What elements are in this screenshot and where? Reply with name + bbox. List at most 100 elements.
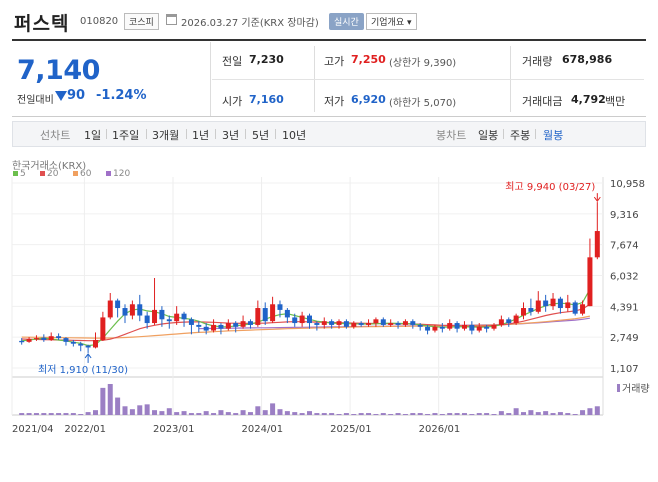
- candle-body: [277, 304, 283, 310]
- candle-body: [181, 313, 187, 320]
- candle-body: [56, 336, 62, 339]
- candle-body: [388, 323, 394, 325]
- tab-separator: [503, 129, 504, 139]
- candle-body: [225, 323, 231, 329]
- tab-period-5y[interactable]: 5년: [252, 129, 270, 142]
- x-tick-label: 2025/01: [330, 424, 372, 435]
- volume-bar: [358, 413, 364, 415]
- candle-body: [410, 321, 416, 325]
- volume-bar: [484, 413, 490, 415]
- x-tick-label: 2022/01: [64, 424, 106, 435]
- tab-period-1d[interactable]: 1일: [84, 129, 102, 142]
- x-tick-label: 2026/01: [419, 424, 461, 435]
- open-label: 시가: [222, 95, 243, 108]
- tab-period-3m[interactable]: 3개월: [152, 129, 180, 142]
- volume-bar: [270, 403, 276, 415]
- tab-period-10y[interactable]: 10년: [282, 129, 307, 142]
- volume-bar: [521, 412, 527, 415]
- high-annotation: 최고 9,940 (03/27): [505, 181, 595, 193]
- trade-value-unit: 백만: [605, 95, 626, 108]
- change-percent: -1.24%: [96, 88, 147, 103]
- volume-bar: [70, 413, 76, 415]
- volume-bar: [476, 413, 482, 415]
- tab-candle-chart[interactable]: 봉차트: [436, 129, 467, 142]
- candle-body: [188, 319, 194, 325]
- upper-limit: (상한가 9,390): [389, 58, 457, 69]
- volume-bar: [166, 408, 172, 415]
- candle-body: [498, 319, 504, 325]
- volume-bar: [240, 410, 246, 415]
- volume-bar: [410, 413, 416, 415]
- tab-period-3y[interactable]: 3년: [222, 129, 240, 142]
- candle-body: [506, 319, 512, 324]
- volume-bar: [336, 414, 342, 416]
- volume-bar: [115, 397, 121, 415]
- volume-bar: [572, 414, 578, 416]
- candle-body: [307, 315, 312, 324]
- legend-ma60: 60: [80, 169, 92, 179]
- tab-daily-candle[interactable]: 일봉: [478, 129, 499, 142]
- change-amount: 90: [67, 88, 86, 103]
- candle-body: [550, 298, 556, 307]
- volume-bar: [380, 413, 386, 415]
- volume-bar: [513, 408, 519, 415]
- tab-separator: [186, 129, 187, 139]
- tab-period-1w[interactable]: 1주일: [112, 129, 140, 142]
- candle-body: [535, 300, 541, 312]
- x-tick-label: 2024/01: [242, 424, 284, 435]
- candle-body: [240, 321, 246, 327]
- high-value: 7,250: [351, 53, 386, 66]
- volume-bar: [41, 413, 47, 415]
- candle-body: [343, 321, 349, 327]
- volume-bar: [395, 413, 401, 415]
- company-overview-dropdown[interactable]: 기업개요 ▾: [366, 13, 417, 30]
- candle-body: [565, 302, 571, 309]
- low-value: 6,920: [351, 93, 386, 106]
- y-tick-label: 2,749: [610, 333, 639, 344]
- y-tick-label: 6,032: [610, 272, 639, 283]
- legend-swatch-ma120: [106, 171, 111, 176]
- candle-body: [580, 304, 586, 314]
- change-label: 전일대비: [17, 95, 54, 106]
- candle-body: [122, 308, 128, 316]
- volume-bar: [78, 414, 84, 416]
- divider: [212, 79, 644, 80]
- tab-monthly-candle[interactable]: 월봉: [543, 129, 564, 142]
- volume-bar: [292, 412, 298, 415]
- tab-separator: [245, 129, 246, 139]
- candle-body: [233, 323, 239, 327]
- tab-period-1y[interactable]: 1년: [192, 129, 210, 142]
- volume-bar: [550, 413, 556, 415]
- candle-body: [247, 321, 253, 325]
- volume-bar: [122, 406, 128, 415]
- realtime-button[interactable]: 실시간: [329, 13, 364, 30]
- candle-body: [26, 339, 32, 342]
- volume-bar: [432, 413, 438, 415]
- legend-ma5: 5: [20, 169, 26, 179]
- data-source-label: 한국거래소(KRX): [12, 161, 87, 172]
- tab-weekly-candle[interactable]: 주봉: [510, 129, 531, 142]
- volume-bar: [307, 411, 312, 415]
- candle-body: [587, 257, 593, 307]
- volume-bar: [506, 413, 512, 415]
- tab-line-chart[interactable]: 선차트: [40, 129, 71, 142]
- candle-body: [461, 324, 467, 329]
- trade-value: 4,792: [571, 93, 606, 106]
- stock-code: 010820: [80, 16, 119, 27]
- candle-body: [366, 323, 372, 325]
- volume-bar: [33, 413, 39, 415]
- candle-body: [211, 324, 217, 331]
- x-tick-label: 2023/01: [153, 424, 195, 435]
- x-tick-label: 2021/04: [12, 424, 54, 435]
- candle-body: [572, 302, 578, 314]
- low-label: 저가: [324, 95, 345, 108]
- tab-separator: [146, 129, 147, 139]
- volume-bar: [56, 413, 62, 415]
- down-arrow-icon: [55, 91, 67, 101]
- market-badge: 코스피: [124, 13, 159, 30]
- candle-body: [513, 315, 519, 324]
- candle-body: [425, 326, 431, 331]
- lower-limit: (하한가 5,070): [389, 98, 457, 109]
- candle-body: [351, 323, 357, 327]
